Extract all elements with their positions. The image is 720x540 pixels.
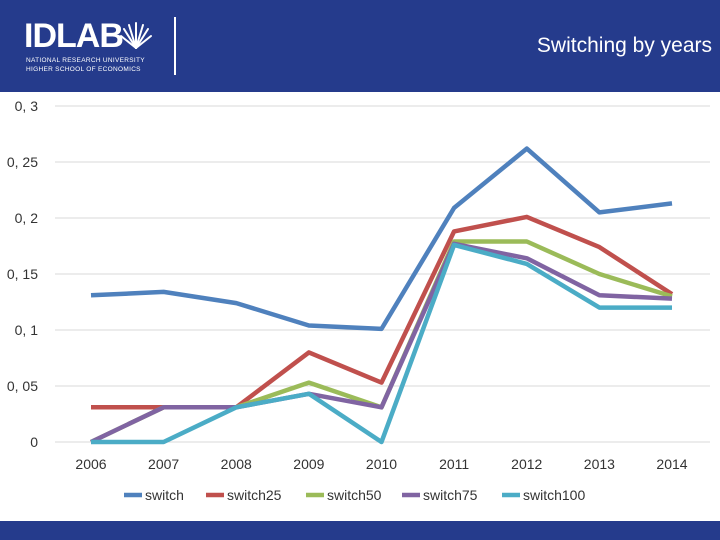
footer-bar: [0, 521, 720, 540]
series-line-switch50: [90, 239, 673, 445]
chart-title: Switching by years: [536, 34, 712, 57]
legend-label-switch25: switch25: [227, 487, 282, 503]
logo-text: IDLAB: [24, 17, 124, 55]
x-tick-label: 2009: [293, 456, 324, 472]
logo-subtitle-2: HIGHER SCHOOL OF ECONOMICS: [26, 66, 141, 73]
legend-label-switch75: switch75: [423, 487, 478, 503]
y-tick-label: 0, 15: [7, 266, 38, 282]
x-tick-label: 2007: [148, 456, 179, 472]
x-tick-label: 2014: [656, 456, 687, 472]
logo-subtitle-1: NATIONAL RESEARCH UNIVERSITY: [26, 57, 145, 64]
x-tick-label: 2008: [221, 456, 252, 472]
legend-label-switch100: switch100: [523, 487, 585, 503]
x-tick-label: 2011: [439, 456, 469, 472]
x-tick-label: 2013: [584, 456, 615, 472]
series-line-switch25: [91, 214, 674, 410]
series-line-switch: [90, 146, 673, 332]
y-tick-label: 0, 3: [15, 98, 39, 114]
chart-canvas: 0 0, 05 0, 1 0, 15 0, 2 0, 25 0, 3 2006 2007 200…: [7, 98, 710, 503]
shell-logo-icon: [120, 22, 152, 49]
idlab-logo: IDLAB NATIONAL RESEARCH UNIVERSITY HIGHE…: [24, 16, 164, 76]
series-line-switch100: [91, 242, 672, 445]
y-tick-label: 0, 2: [15, 210, 39, 226]
x-tick-label: 2010: [366, 456, 397, 472]
y-tick-label: 0: [30, 434, 38, 450]
logo-divider: [174, 17, 176, 75]
legend-label-switch50: switch50: [327, 487, 382, 503]
y-tick-label: 0, 25: [7, 154, 38, 170]
x-tick-label: 2012: [511, 456, 542, 472]
header-bar: IDLAB NATIONAL RESEARCH UNIVERSITY HIGHE…: [0, 0, 720, 92]
y-tick-label: 0, 05: [7, 378, 38, 394]
legend-label-switch: switch: [145, 487, 184, 503]
y-tick-label: 0, 1: [15, 322, 39, 338]
line-chart: 0 0, 05 0, 1 0, 15 0, 2 0, 25 0, 3 2006 2007 200…: [0, 92, 720, 521]
series-line-switch75: [90, 241, 673, 445]
x-tick-label: 2006: [75, 456, 106, 472]
